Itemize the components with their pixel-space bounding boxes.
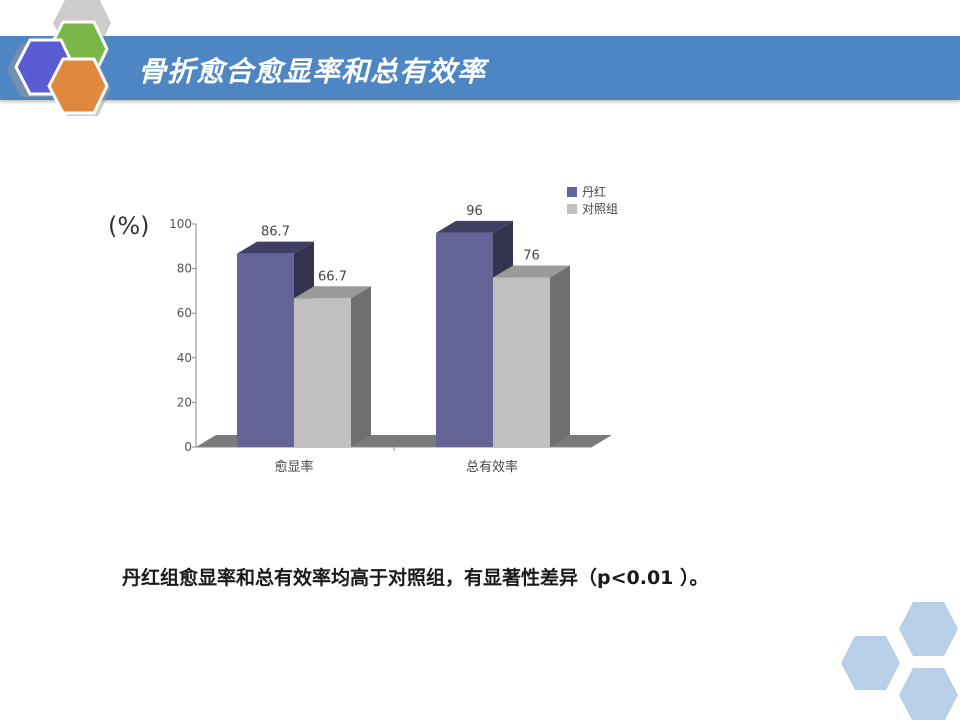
legend-label: 对照组 bbox=[582, 202, 618, 216]
legend-label: 丹红 bbox=[582, 184, 606, 199]
bar-top bbox=[493, 265, 570, 278]
bar-top bbox=[294, 286, 371, 299]
y-tick-label: 0 bbox=[184, 440, 192, 454]
bar bbox=[237, 253, 294, 447]
y-axis-unit-label: (%) bbox=[108, 212, 150, 240]
data-label: 66.7 bbox=[318, 269, 347, 284]
conclusion-text: 丹红组愈显率和总有效率均高于对照组，有显著性差异（p<0.01 ）。 bbox=[122, 567, 709, 589]
hexagon-logo-icon bbox=[7, 0, 111, 116]
bar-top bbox=[237, 241, 314, 254]
bar-top bbox=[436, 220, 513, 233]
y-tick-label: 20 bbox=[177, 395, 192, 409]
x-category-label: 愈显率 bbox=[274, 459, 313, 475]
data-label: 86.7 bbox=[261, 225, 290, 240]
bar bbox=[493, 277, 550, 447]
legend-swatch bbox=[567, 187, 577, 197]
decorative-hexagons-icon bbox=[841, 602, 958, 720]
y-tick-label: 100 bbox=[169, 217, 192, 231]
data-label: 76 bbox=[523, 249, 540, 264]
bar-side bbox=[550, 265, 570, 447]
y-tick-label: 80 bbox=[177, 262, 192, 276]
title-banner bbox=[0, 36, 960, 100]
y-tick-label: 60 bbox=[177, 306, 192, 320]
slide-title: 骨折愈合愈显率和总有效率 bbox=[138, 55, 487, 88]
bar bbox=[294, 298, 351, 447]
y-tick-label: 40 bbox=[177, 351, 192, 365]
x-category-label: 总有效率 bbox=[466, 459, 518, 475]
bar bbox=[436, 232, 493, 447]
legend-swatch bbox=[567, 204, 577, 214]
data-label: 96 bbox=[466, 204, 483, 219]
bar-side bbox=[351, 286, 371, 447]
